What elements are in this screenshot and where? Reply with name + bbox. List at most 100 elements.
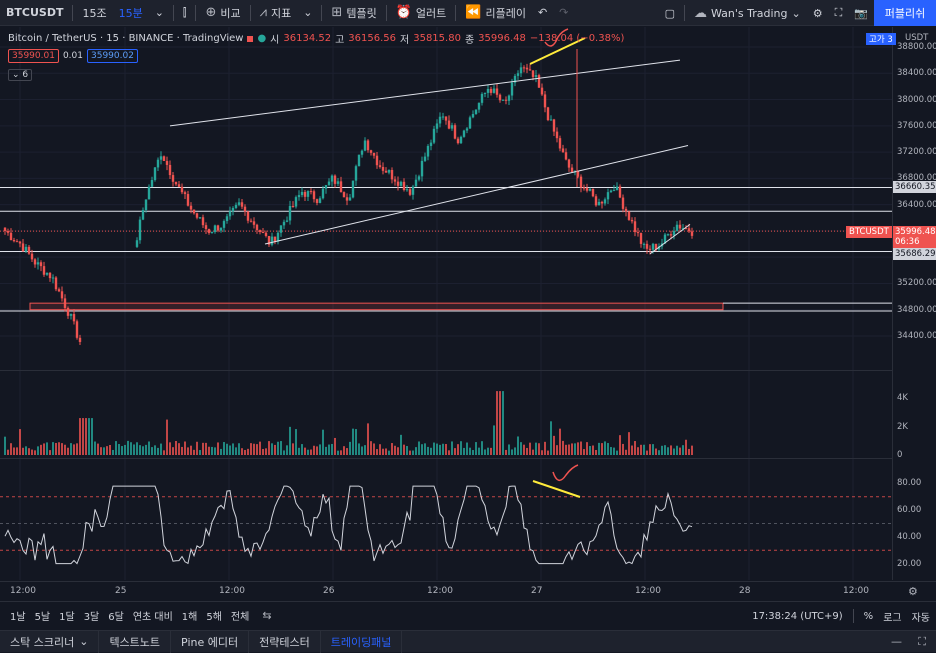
auto-toggle[interactable]: 자동 [911, 612, 930, 624]
gear-icon[interactable]: ⚙ [812, 6, 823, 20]
candle-body [507, 95, 511, 101]
publish-button[interactable]: 퍼블리쉬 [874, 0, 936, 26]
sell-button[interactable]: 35990.01 [8, 49, 59, 63]
panel-tab[interactable]: 트레이딩패널 [321, 630, 403, 653]
candle-body [243, 206, 247, 212]
pane-separator[interactable] [0, 458, 936, 459]
chevron-down-icon[interactable]: ⌄ [154, 6, 164, 19]
alert-button[interactable]: ⏰ 얼러트 [390, 0, 453, 26]
right-tools: ▢ ☁ Wan's Trading ⌄ ⚙ ⛶ 📷 [659, 0, 874, 26]
interval-short[interactable]: 15조 [82, 6, 107, 20]
volume-bar [517, 436, 519, 455]
time-axis[interactable]: 12:00 25 12:00 26 12:00 27 12:00 28 12:00 ⚙ [0, 581, 936, 601]
volume-bar [154, 445, 156, 455]
candle-style-icon[interactable]: ⫿ [182, 5, 187, 19]
candle-body [429, 142, 433, 146]
range-button[interactable]: 연초 대비 [132, 612, 173, 623]
redo-icon[interactable]: ↷ [559, 6, 569, 19]
range-button[interactable]: 1날 [10, 612, 26, 623]
price-axis[interactable] [892, 27, 936, 580]
layout-button[interactable]: ☁ Wan's Trading ⌄ [688, 0, 807, 26]
percent-toggle[interactable]: % [863, 610, 874, 622]
candle-body [276, 232, 280, 242]
candle-body [207, 229, 211, 233]
candle-body [426, 145, 430, 157]
panel-tab[interactable]: 전략테스터 [249, 630, 321, 653]
volume-bar [655, 448, 657, 455]
candle-body [618, 186, 622, 198]
range-button[interactable]: 5날 [34, 612, 51, 623]
calendar-goto-icon[interactable]: ⇆ [262, 609, 272, 622]
volume-bar [631, 445, 633, 455]
high-value: 36156.56 [348, 33, 397, 44]
candle-body [36, 262, 40, 265]
maximize-icon[interactable]: ⛶ [918, 634, 926, 648]
volume-bar [667, 447, 669, 455]
compare-button[interactable]: ⊕ 비교 [199, 0, 246, 26]
chart-canvas[interactable] [0, 27, 892, 580]
volume-bar [139, 445, 141, 455]
candle-body [147, 186, 151, 200]
minimize-icon[interactable]: — [891, 635, 902, 648]
gear-icon[interactable]: ⚙ [908, 585, 918, 598]
range-button[interactable]: 3달 [83, 612, 100, 623]
candle-body [648, 248, 652, 250]
fullscreen-box-icon[interactable]: ▢ [664, 6, 675, 20]
volume-bar [568, 444, 570, 455]
camera-icon[interactable]: 📷 [854, 6, 868, 20]
candle-body [405, 189, 409, 191]
replay-label: 리플레이 [485, 6, 526, 20]
templates-button[interactable]: ⊞ 템플릿 [325, 0, 382, 26]
candle-body [18, 241, 22, 244]
buy-button[interactable]: 35990.02 [87, 49, 138, 63]
replay-button[interactable]: ⏪ 리플레이 [459, 0, 532, 26]
volume-bar [634, 441, 636, 455]
volume-tick-label: 2K [897, 421, 908, 432]
panel-tab[interactable]: Pine 에디터 [171, 630, 250, 653]
indicators-button[interactable]: ⩘ 지표 [254, 0, 298, 26]
volume-bar [613, 447, 615, 455]
volume-bar [370, 441, 372, 455]
candle-body [3, 227, 7, 232]
volume-bar [118, 443, 120, 455]
chevron-down-icon[interactable]: ⌄ [303, 6, 313, 19]
volume-bar [238, 443, 240, 455]
volume-bar [562, 440, 564, 455]
candle-body [291, 205, 295, 207]
candle-body [231, 207, 235, 212]
indicators-toggle[interactable]: ⌄ 6 [8, 69, 33, 81]
last-price-tag: 35996.48 06:36 [893, 226, 936, 248]
symbol-search[interactable]: BTCUSDT [6, 6, 64, 19]
clock[interactable]: 17:38:24 (UTC+9) [752, 610, 843, 622]
volume-bar [535, 442, 537, 455]
volume-bar [178, 443, 180, 455]
range-button[interactable]: 1달 [59, 612, 75, 623]
candle-body [27, 246, 31, 254]
range-button[interactable]: 1해 [181, 612, 198, 623]
annotations[interactable] [529, 28, 586, 498]
divider [321, 4, 323, 21]
range-button[interactable]: 5해 [206, 612, 222, 623]
volume-bar [67, 447, 69, 455]
candle-body [516, 73, 520, 76]
undo-icon[interactable]: ↶ [537, 6, 548, 19]
log-toggle[interactable]: 로그 [883, 612, 902, 624]
panel-tab[interactable]: 텍스트노트 [99, 630, 172, 653]
pane-separator[interactable] [0, 370, 936, 371]
candle-body [225, 216, 229, 222]
currency-label[interactable]: USDT [905, 33, 929, 43]
candle-body [558, 138, 562, 149]
interval-active[interactable]: 15분 [118, 6, 143, 20]
candle-body [228, 211, 232, 217]
level-tag-upper: 36660.35 [893, 181, 936, 193]
candle-body [498, 94, 502, 101]
trendlines[interactable] [169, 59, 691, 255]
chart-svg[interactable] [0, 27, 892, 580]
legend-title[interactable]: Bitcoin / TetherUS · 15 · BINANCE · Trad… [8, 33, 244, 44]
panel-tab[interactable]: 스탁 스크리너 ⌄ [0, 630, 100, 653]
horizontal-levels[interactable] [0, 187, 892, 312]
range-button[interactable]: 전체 [230, 612, 250, 623]
indicators-label: 지표 [270, 6, 292, 20]
range-button[interactable]: 6달 [108, 612, 124, 623]
expand-icon[interactable]: ⛶ [834, 6, 843, 19]
